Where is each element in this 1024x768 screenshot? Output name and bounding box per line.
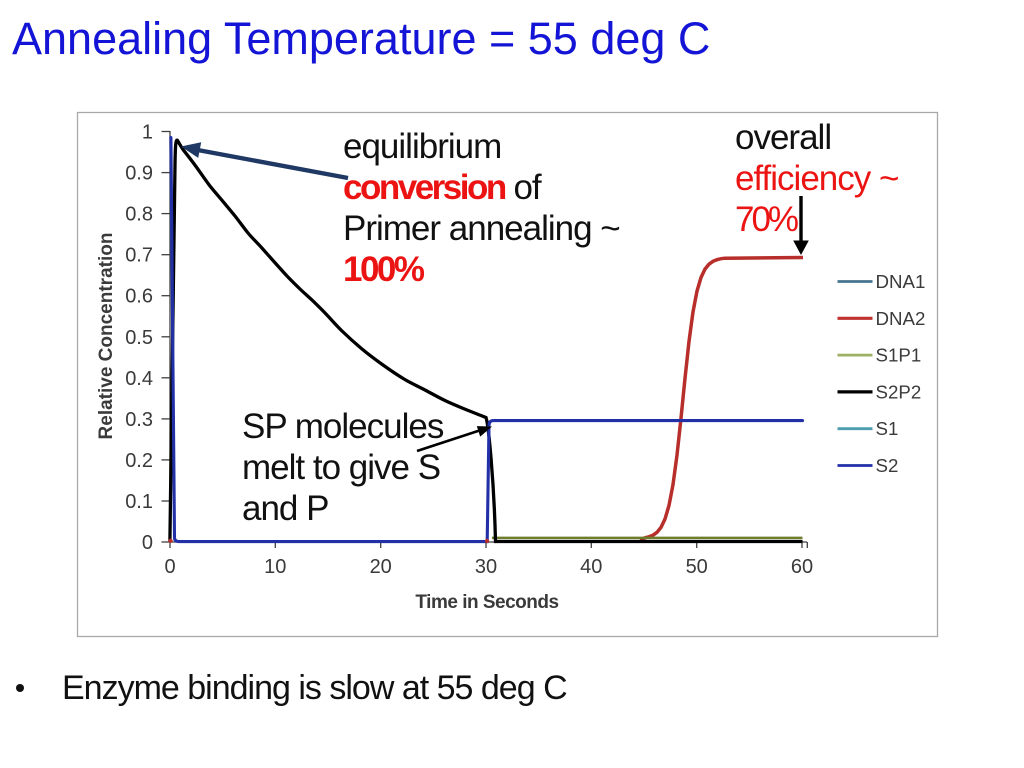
svg-text:DNA2: DNA2	[876, 308, 926, 329]
svg-text:Time in Seconds: Time in Seconds	[415, 592, 558, 613]
svg-text:1: 1	[142, 122, 153, 144]
svg-text:S2: S2	[876, 455, 899, 476]
svg-text:S1P1: S1P1	[876, 345, 922, 366]
svg-text:40: 40	[580, 556, 602, 578]
svg-text:0.3: 0.3	[125, 409, 153, 431]
svg-text:S2P2: S2P2	[876, 381, 922, 402]
svg-text:0.1: 0.1	[125, 491, 153, 513]
svg-text:Relative Concentration: Relative Concentration	[96, 233, 117, 440]
svg-text:50: 50	[686, 556, 708, 578]
svg-text:30: 30	[475, 556, 497, 578]
svg-text:0.2: 0.2	[125, 450, 153, 472]
svg-text:0: 0	[142, 532, 153, 554]
svg-text:0: 0	[164, 556, 175, 578]
svg-text:0.5: 0.5	[125, 327, 153, 349]
svg-text:0.8: 0.8	[125, 204, 153, 226]
svg-text:0.9: 0.9	[125, 163, 153, 185]
svg-text:10: 10	[264, 556, 286, 578]
svg-text:0.6: 0.6	[125, 286, 153, 308]
svg-text:S1: S1	[876, 418, 899, 439]
svg-text:20: 20	[370, 556, 392, 578]
svg-text:0.7: 0.7	[125, 245, 153, 267]
svg-text:60: 60	[791, 556, 813, 578]
svg-text:DNA1: DNA1	[876, 271, 926, 292]
svg-text:0.4: 0.4	[125, 368, 153, 390]
